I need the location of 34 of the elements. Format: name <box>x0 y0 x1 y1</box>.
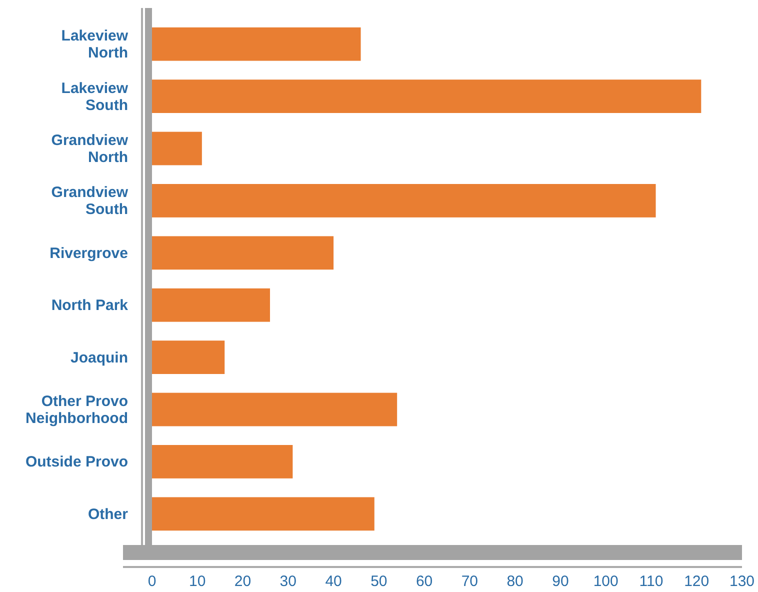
bar <box>152 132 202 166</box>
x-tick-label: 20 <box>234 573 252 590</box>
bar <box>152 392 398 426</box>
y-tick-label: Other <box>88 505 128 522</box>
y-tick-label: Joaquin <box>70 348 128 366</box>
x-tick-label: 50 <box>370 573 388 590</box>
bar <box>152 288 270 322</box>
y-tick-label: Other Provo Neighborhood <box>26 392 128 426</box>
bar <box>152 236 334 270</box>
bar <box>152 340 225 374</box>
x-tick-label: 40 <box>325 573 342 590</box>
y-tick-label: Lakeview North <box>61 27 128 62</box>
y-tick-label: Rivergrove <box>50 244 128 262</box>
bar <box>152 497 374 531</box>
x-tick-label: 100 <box>593 573 618 590</box>
y-tick-label: Grandview North <box>51 132 128 166</box>
x-tick-label: 110 <box>639 573 664 590</box>
bar <box>152 184 656 218</box>
x-tick-label: 60 <box>416 573 433 590</box>
x-tick-label: 130 <box>729 573 755 590</box>
x-tick-label: 120 <box>684 573 710 590</box>
y-tick-label: Lakeview South <box>61 79 128 114</box>
x-tick-label: 10 <box>189 573 206 590</box>
bar <box>152 80 702 114</box>
y-tick-label: Grandview South <box>51 184 128 218</box>
x-tick-label: 70 <box>461 573 478 590</box>
bar <box>152 444 293 478</box>
bar <box>152 27 361 61</box>
x-tick-label: 80 <box>506 573 524 590</box>
x-tick-label: 90 <box>552 573 569 590</box>
x-tick-label: 0 <box>148 573 156 590</box>
y-tick-label: Outside Provo <box>25 453 128 470</box>
x-tick-label: 30 <box>280 573 296 590</box>
y-tick-label: North Park <box>51 296 129 314</box>
